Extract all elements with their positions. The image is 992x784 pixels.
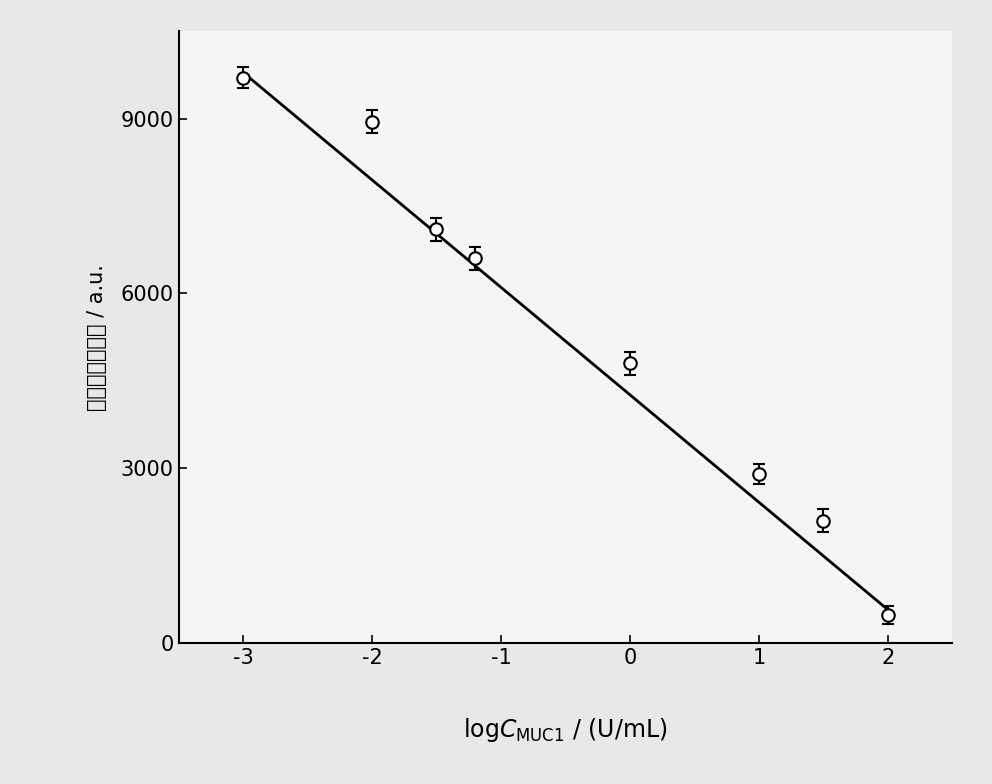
Y-axis label: 电化学发光强度 / a.u.: 电化学发光强度 / a.u.	[86, 263, 107, 411]
Text: $\mathregular{log}C_{\mathregular{MUC1}}$ / (U/mL): $\mathregular{log}C_{\mathregular{MUC1}}…	[463, 717, 668, 744]
